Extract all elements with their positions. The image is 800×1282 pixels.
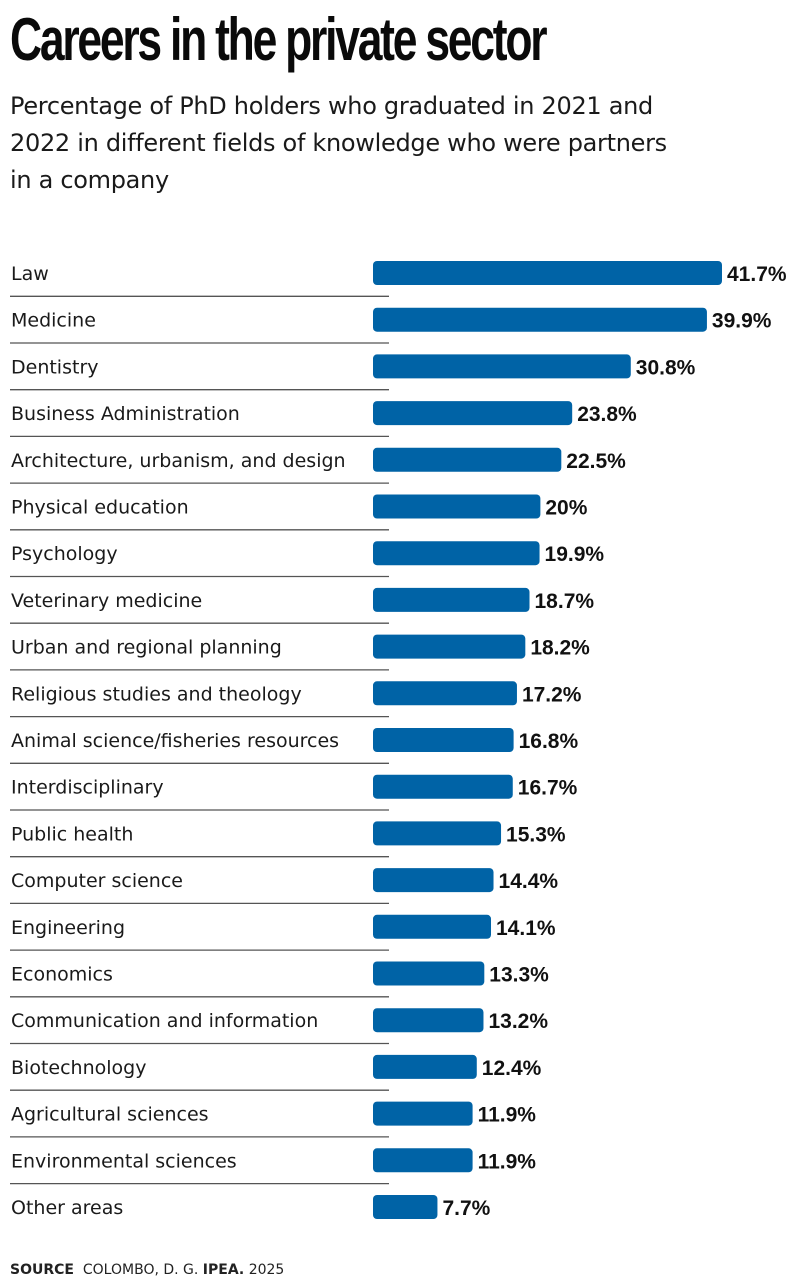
bar-row: Agricultural sciences 11.9% — [10, 1101, 537, 1138]
bar-row: Engineering 14.1% — [10, 914, 556, 951]
value-label: 20% — [545, 497, 587, 520]
bar — [373, 307, 707, 332]
value-label: 12.4% — [482, 1057, 542, 1080]
value-label: 13.3% — [489, 964, 549, 987]
bar-row: Business Administration 23.8% — [10, 401, 637, 438]
category-label: Physical education — [11, 497, 189, 519]
bar-row: Economics 13.3% — [10, 961, 549, 998]
bar-row: Dentistry 30.8% — [10, 354, 696, 391]
bar-row: Architecture, urbanism, and design 22.5% — [10, 447, 626, 484]
value-label: 16.8% — [519, 730, 579, 753]
category-label: Psychology — [11, 543, 118, 565]
bar — [373, 868, 494, 893]
category-label: Other areas — [11, 1197, 123, 1219]
category-label: Urban and regional planning — [11, 637, 282, 659]
bar — [373, 728, 514, 752]
category-label: Biotechnology — [11, 1057, 146, 1079]
value-label: 22.5% — [566, 450, 626, 473]
bar-row: Law 41.7% — [10, 261, 787, 297]
source-year: 2025 — [248, 1262, 285, 1278]
value-label: 16.7% — [518, 777, 578, 800]
bar — [373, 681, 517, 706]
bar — [373, 1148, 473, 1173]
value-label: 19.9% — [545, 543, 605, 566]
chart-title: Careers in the private sector — [10, 6, 548, 73]
bar-row: Urban and regional planning 18.2% — [10, 634, 590, 671]
bar — [373, 354, 631, 379]
category-label: Computer science — [11, 870, 183, 892]
value-label: 15.3% — [506, 823, 566, 846]
value-label: 41.7% — [727, 263, 787, 286]
bar — [373, 587, 530, 612]
bar — [373, 914, 492, 939]
value-label: 13.2% — [488, 1010, 548, 1033]
value-label: 17.2% — [522, 683, 582, 706]
bar — [373, 541, 540, 566]
category-label: Economics — [11, 964, 113, 986]
source-note: SOURCE COLOMBO, D. G. IPEA. 2025 — [10, 1262, 284, 1278]
category-label: Religious studies and theology — [11, 683, 302, 705]
category-label: Communication and information — [11, 1010, 318, 1032]
bar — [373, 401, 573, 426]
category-label: Architecture, urbanism, and design — [11, 450, 346, 472]
bar-row: Computer science 14.4% — [10, 868, 559, 905]
bar — [373, 1054, 477, 1079]
bar — [373, 774, 513, 799]
category-label: Agricultural sciences — [11, 1104, 209, 1126]
chart-subtitle: Percentage of PhD holders who graduated … — [10, 92, 667, 194]
category-label: Law — [11, 263, 49, 285]
value-label: 14.4% — [499, 870, 559, 893]
bar-row: Religious studies and theology 17.2% — [10, 681, 582, 718]
category-label: Business Administration — [11, 403, 240, 425]
bar-row: Interdisciplinary 16.7% — [10, 774, 578, 811]
bar — [373, 1195, 438, 1219]
category-label: Public health — [11, 823, 133, 845]
bar-row: Veterinary medicine 18.7% — [10, 587, 595, 624]
source-publisher: IPEA. — [202, 1262, 245, 1278]
category-label: Interdisciplinary — [11, 777, 164, 799]
bar — [373, 261, 722, 285]
bar — [373, 494, 541, 519]
bar — [373, 821, 502, 846]
bar-chart: Law 41.7% Medicine 39.9% Dentistry 30.8% Busin… — [10, 261, 787, 1220]
bar-row: Psychology 19.9% — [10, 541, 605, 578]
value-label: 23.8% — [577, 403, 637, 426]
bar-row: Communication and information 13.2% — [10, 1008, 548, 1045]
source-author: COLOMBO, D. G. — [82, 1262, 199, 1278]
value-label: 18.2% — [530, 637, 590, 660]
bar — [373, 634, 526, 659]
bar-row: Other areas 7.7% — [11, 1195, 491, 1220]
value-label: 30.8% — [636, 356, 696, 379]
value-label: 11.9% — [478, 1150, 537, 1173]
value-label: 14.1% — [496, 917, 556, 940]
category-label: Dentistry — [11, 356, 99, 378]
bar — [373, 447, 562, 472]
value-label: 7.7% — [442, 1197, 490, 1220]
value-label: 11.9% — [478, 1104, 537, 1127]
category-label: Veterinary medicine — [11, 590, 202, 612]
value-label: 18.7% — [535, 590, 595, 613]
bar — [373, 961, 485, 986]
bar-row: Biotechnology 12.4% — [10, 1054, 542, 1091]
value-label: 39.9% — [712, 310, 772, 333]
bar — [373, 1008, 484, 1033]
category-label: Animal science/fisheries resources — [11, 730, 339, 752]
bar-row: Medicine 39.9% — [10, 307, 772, 344]
bar-row: Physical education 20% — [10, 494, 588, 531]
bar-row: Environmental sciences 11.9% — [10, 1148, 537, 1185]
bar — [373, 1101, 473, 1126]
bar-row: Public health 15.3% — [10, 821, 566, 858]
category-label: Environmental sciences — [11, 1150, 237, 1172]
category-label: Engineering — [11, 917, 125, 939]
bar-row: Animal science/fisheries resources 16.8% — [10, 728, 579, 764]
source-label: SOURCE — [10, 1262, 74, 1278]
category-label: Medicine — [11, 310, 96, 332]
